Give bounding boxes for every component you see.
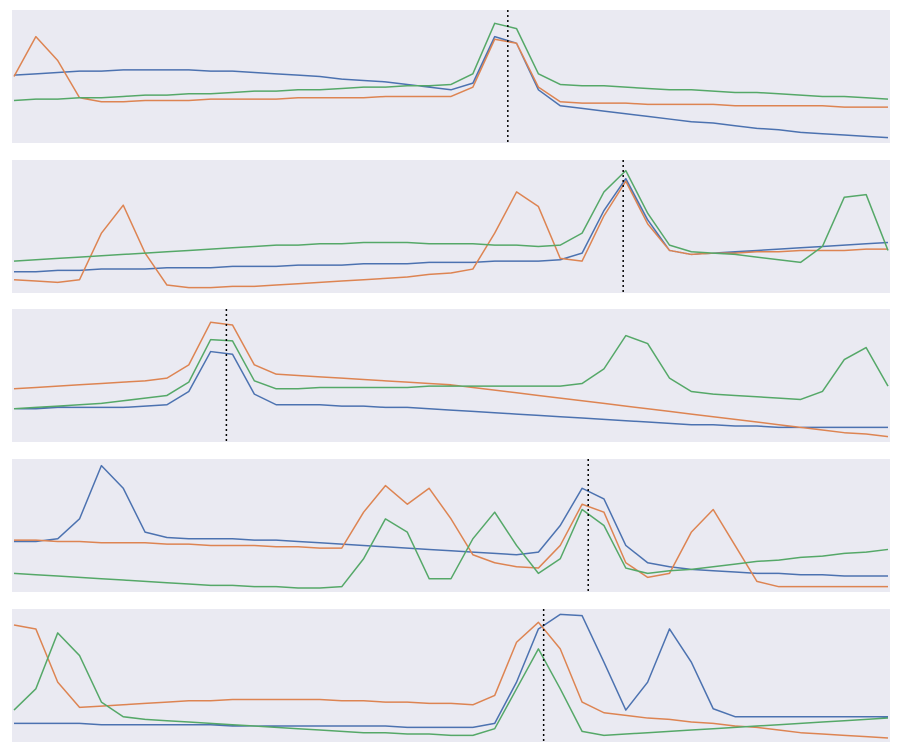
line <box>13 35 889 139</box>
line <box>14 177 889 273</box>
plot-background <box>12 10 890 143</box>
plot-background <box>12 459 890 592</box>
line <box>14 613 888 729</box>
line <box>14 350 888 429</box>
line <box>14 464 888 577</box>
panel <box>12 309 890 442</box>
line <box>13 508 889 589</box>
line <box>13 22 889 102</box>
panel <box>12 160 890 293</box>
panel <box>12 459 890 592</box>
plot-background <box>12 609 890 742</box>
plot-background <box>12 160 890 293</box>
panel <box>12 10 890 143</box>
line <box>13 169 889 264</box>
line <box>13 632 889 737</box>
line <box>13 334 889 410</box>
panel <box>12 609 890 742</box>
line <box>13 35 888 108</box>
line <box>13 321 889 438</box>
line <box>13 180 888 289</box>
line <box>14 484 888 588</box>
